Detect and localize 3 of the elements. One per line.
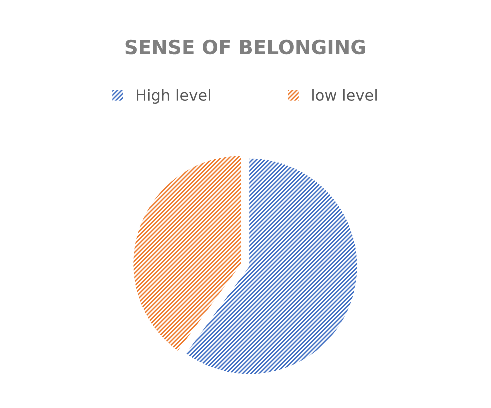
chart-title: SENSE OF BELONGING <box>126 40 366 55</box>
legend-label: low level <box>312 89 377 102</box>
legend-label: High level <box>137 89 210 104</box>
